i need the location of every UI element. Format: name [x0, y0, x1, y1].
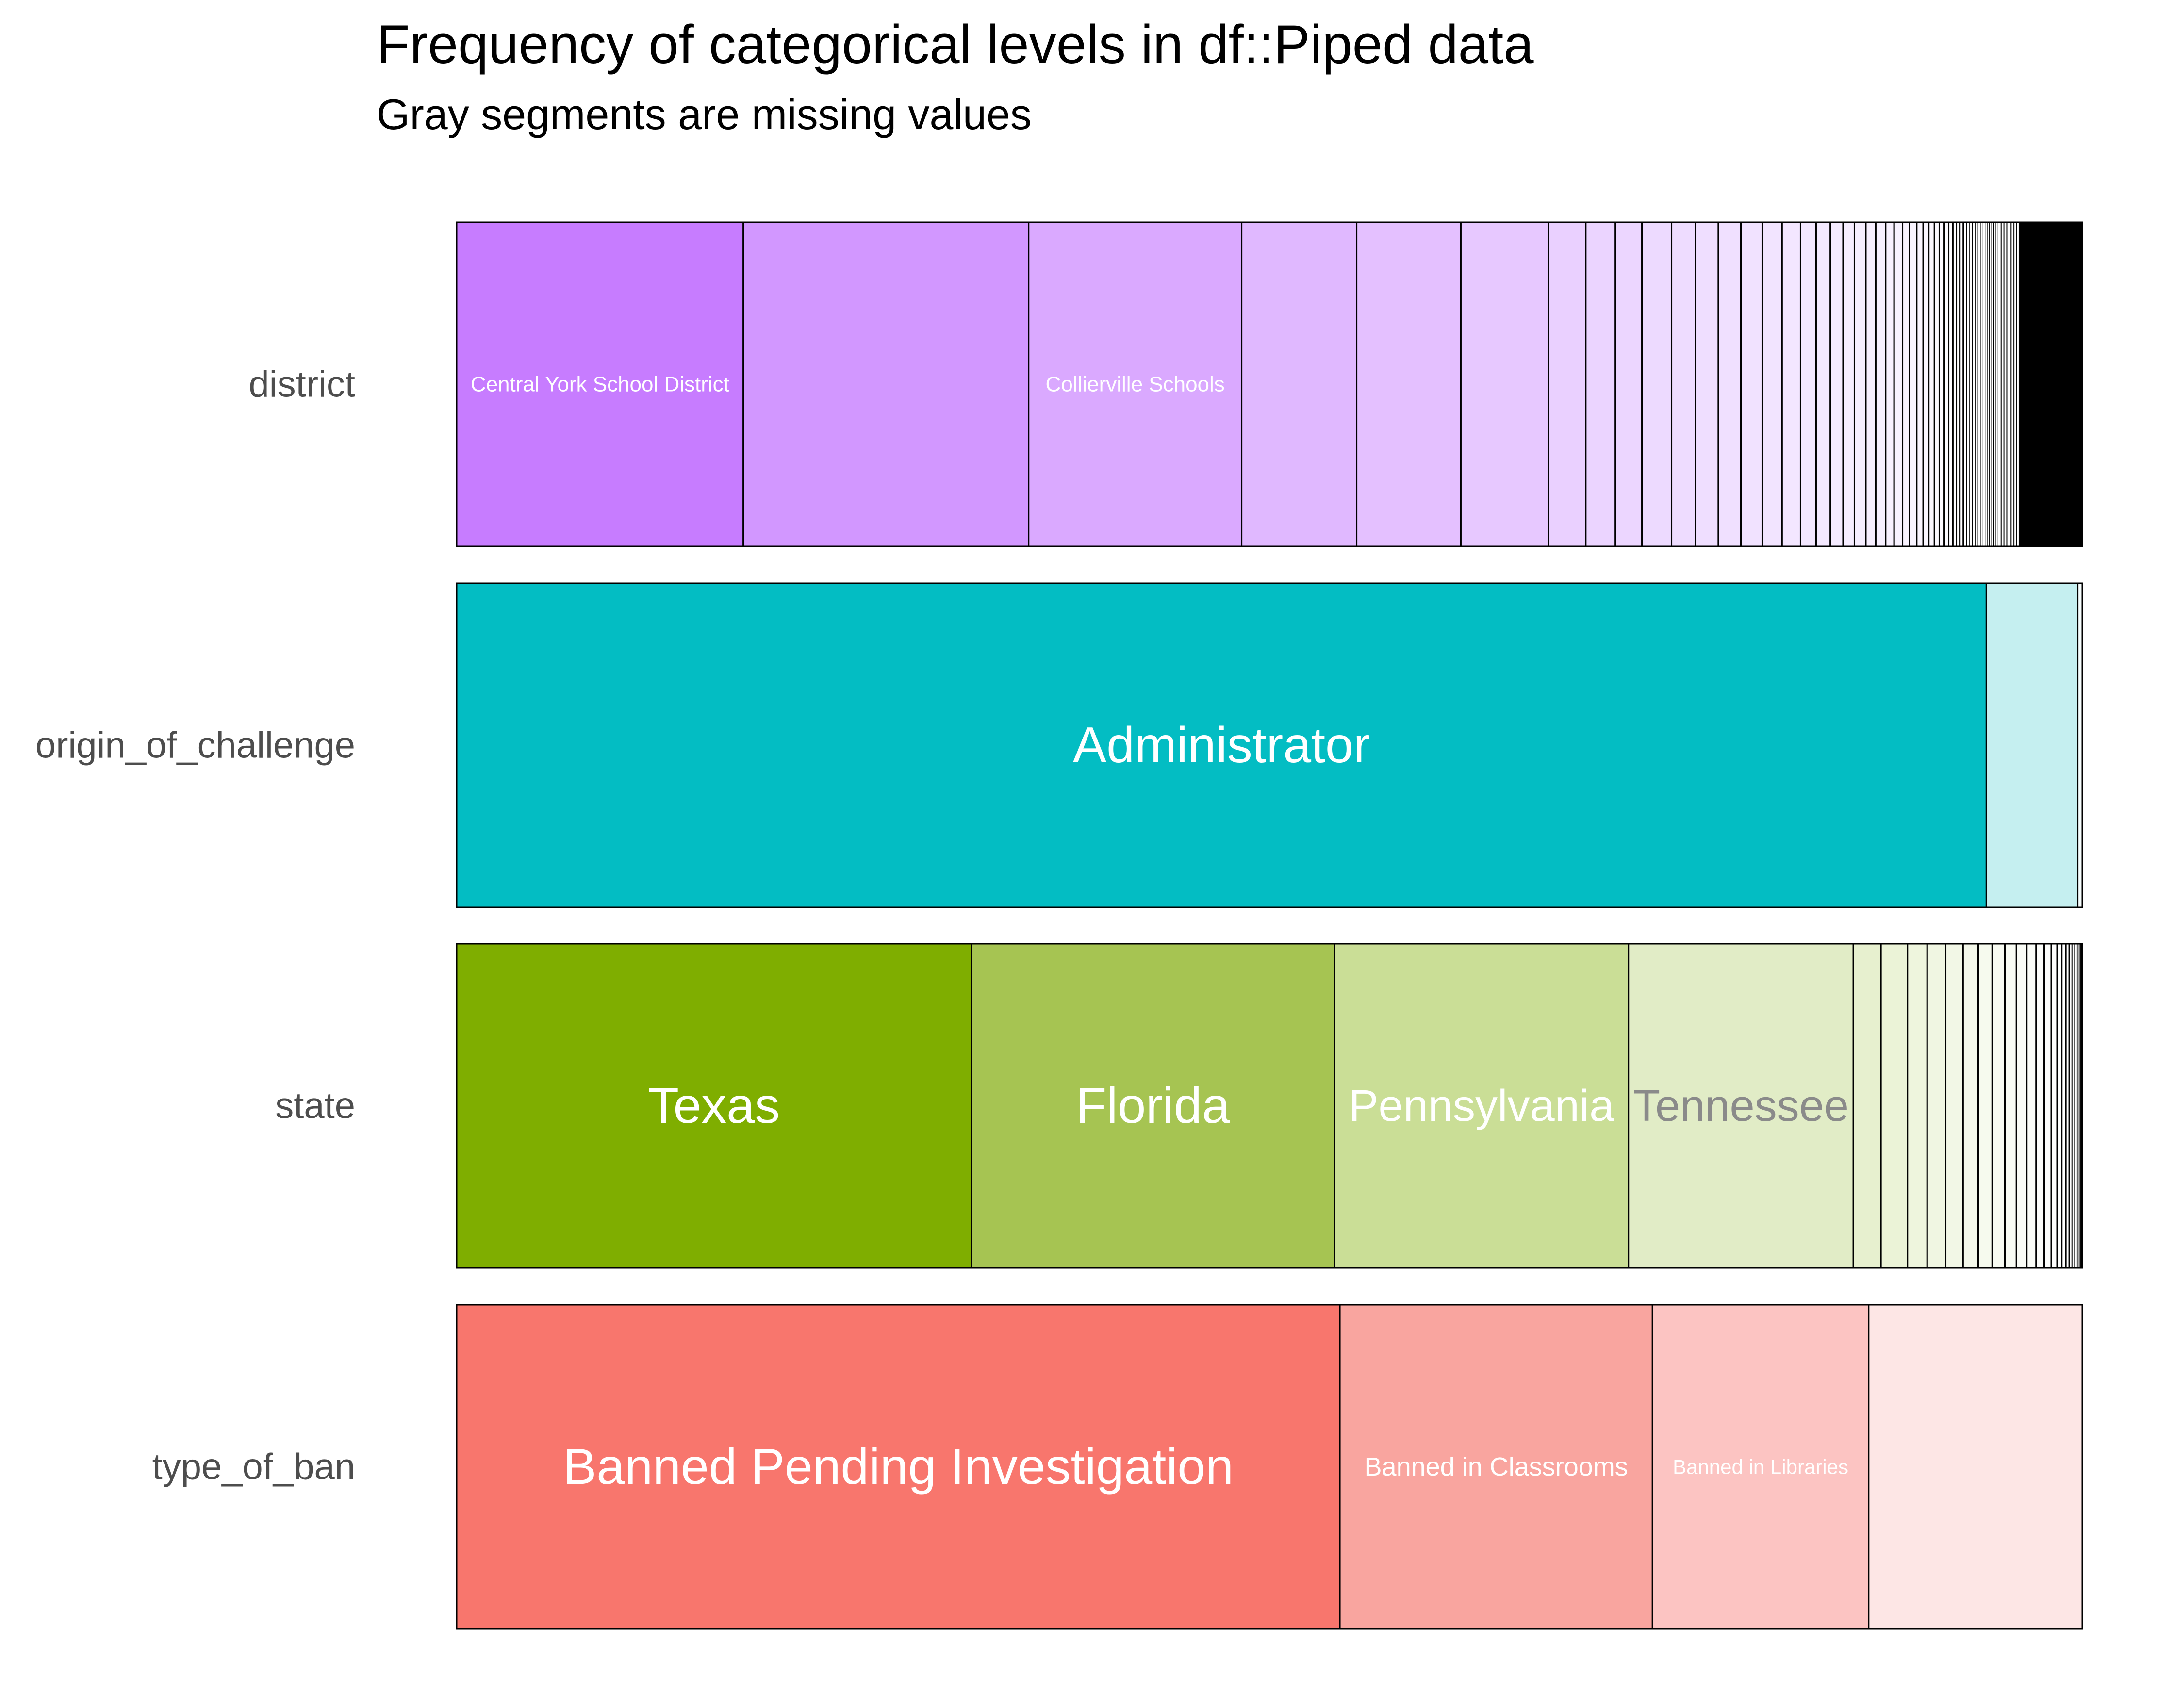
bar-segment [1972, 222, 1976, 547]
bar-segment [2043, 943, 2052, 1269]
bar-segment [456, 221, 744, 547]
bar-segment [1991, 943, 2006, 1269]
bar-segment [1993, 222, 1996, 547]
bar-segment [1987, 222, 1990, 547]
bar-segment [1995, 222, 1998, 547]
bar-outline [456, 221, 2083, 547]
bar-outline [456, 1304, 2083, 1630]
segment-label: Central York School District [471, 373, 729, 396]
bar-segment [1989, 222, 1992, 547]
bar-segment [1868, 1304, 2083, 1630]
bar-segment [1980, 222, 1983, 547]
bar-segment [1962, 221, 1968, 547]
bar-segment [2050, 943, 2058, 1269]
bar-segment [1880, 943, 1909, 1269]
chart-subtitle: Gray segments are missing values [377, 90, 1032, 138]
bar-segment [1938, 221, 1945, 547]
bar-segment [1241, 221, 1358, 547]
bar-segment [2004, 943, 2017, 1269]
bar-segment [456, 1304, 1341, 1630]
bar-segment [1907, 943, 1928, 1269]
bar-segment [1585, 221, 1616, 547]
bar-segment [2019, 221, 2029, 547]
segment-label: Banned in Libraries [1673, 1456, 1848, 1478]
bar-segment [1969, 222, 1973, 547]
bar-segment [456, 582, 1987, 908]
bar-segment [2074, 943, 2077, 1268]
bar-segment [1977, 222, 1981, 547]
bar-segment [1842, 221, 1855, 547]
bar-segment [1460, 221, 1549, 547]
bar-segment [742, 221, 1030, 547]
bar-segment [1865, 221, 1877, 547]
bar-segment [1966, 222, 1970, 547]
bar-segment [1991, 222, 1994, 547]
bar-segment [2027, 221, 2083, 547]
bar-segment [2035, 943, 2045, 1269]
bar-segment [1695, 221, 1719, 547]
y-tick-label-district: district [248, 364, 355, 405]
segment-label: Banned in Classrooms [1365, 1452, 1628, 1481]
bar-segment [1853, 221, 1867, 547]
bar-segment [1933, 221, 1940, 547]
bar-segment [1761, 221, 1783, 547]
bar-segment [1916, 221, 1924, 547]
bar-segment [1922, 221, 1930, 547]
bar-segment [1977, 943, 1993, 1269]
bar-segment [1641, 221, 1673, 547]
bar-segment [1356, 221, 1462, 547]
bar-outline [456, 943, 2083, 1269]
bar-segment [1997, 222, 2001, 547]
bar-segment [1875, 221, 1887, 547]
bar-segment [1651, 1304, 1870, 1630]
bar-segment [2068, 943, 2073, 1269]
bar-segment [1928, 221, 1935, 547]
bar-segment [1926, 943, 1947, 1269]
bar-segment [1885, 221, 1895, 547]
bar-segment [1334, 943, 1630, 1269]
segment-label: Pennsylvania [1349, 1081, 1614, 1131]
bar-segment [1985, 582, 2079, 908]
bar-segment [456, 943, 972, 1269]
segment-label: Texas [648, 1078, 780, 1134]
bar-segment [1717, 221, 1742, 547]
bar-segment [1815, 221, 1831, 547]
bar-segment [1893, 221, 1904, 547]
segment-label: Banned Pending Investigation [563, 1439, 1234, 1495]
chart-title: Frequency of categorical levels in df::P… [377, 14, 1534, 75]
bar-segment [1781, 221, 1801, 547]
bar-segment [1671, 221, 1696, 547]
bar-segment [1852, 943, 1882, 1269]
bar-outline [456, 582, 2083, 908]
y-tick-label-type-of-ban: type_of_ban [152, 1446, 355, 1488]
bar-segment [2072, 943, 2075, 1268]
segment-label: Administrator [1073, 717, 1370, 773]
bar-segment [1962, 943, 1979, 1269]
segment-label: Tennessee [1633, 1081, 1849, 1131]
bar-segment [1945, 943, 1964, 1269]
bar-segment [1902, 221, 1910, 547]
bar-segment [2076, 943, 2078, 1268]
bar-segment [1799, 221, 1817, 547]
bar-segment [2026, 943, 2037, 1269]
bar-segment [1975, 222, 1978, 547]
bar-segment [971, 943, 1335, 1269]
bar-segment [1985, 222, 1988, 547]
bar-segment [1909, 221, 1918, 547]
segment-label: Florida [1076, 1078, 1230, 1134]
bar-segment [1982, 222, 1986, 547]
bar-segment [2015, 943, 2028, 1269]
y-tick-label-state: state [275, 1085, 355, 1127]
segment-label: Collierville Schools [1046, 373, 1225, 396]
bar-segment [1614, 221, 1643, 547]
y-tick-label-origin-of-challenge: origin_of_challenge [35, 725, 355, 766]
bar-segment [1339, 1304, 1653, 1630]
bar-segment [1548, 221, 1587, 547]
bar-segment [1740, 221, 1763, 547]
bar-segment [1829, 221, 1844, 547]
